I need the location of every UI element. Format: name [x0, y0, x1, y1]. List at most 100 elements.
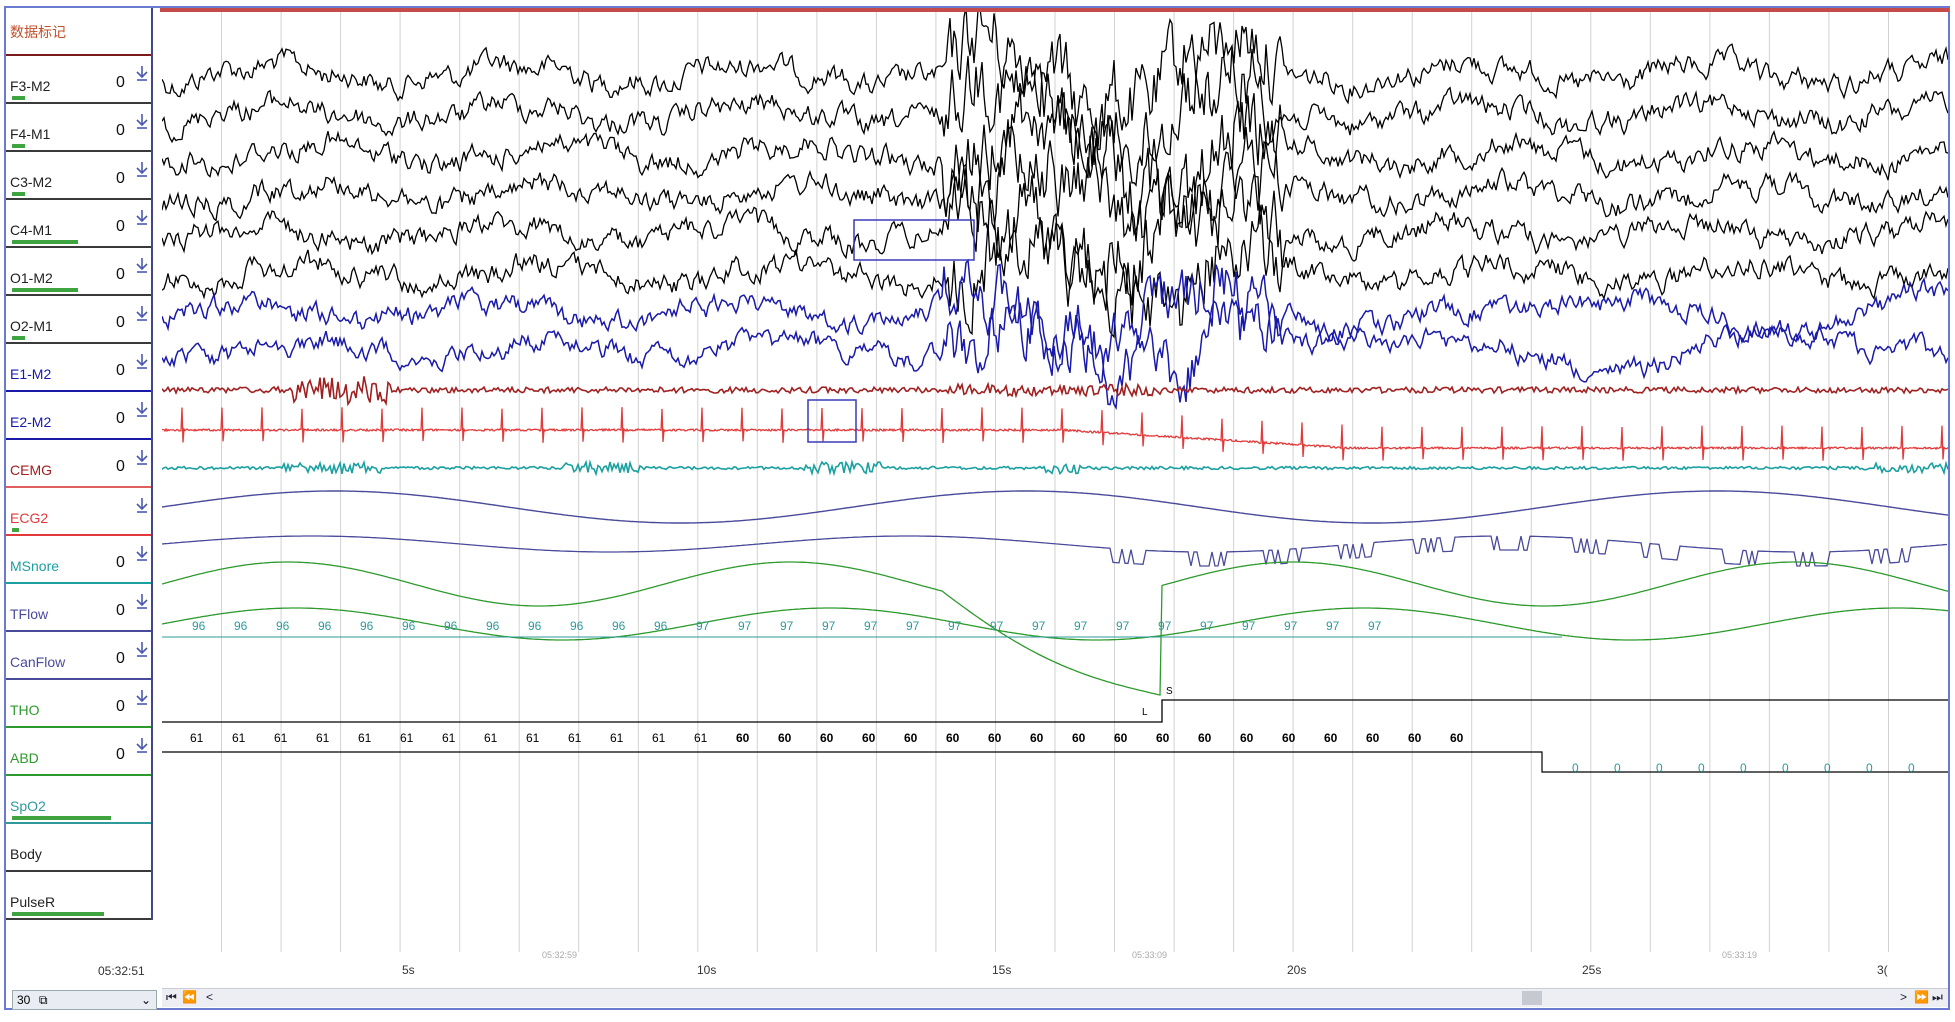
channel-settings-icon[interactable] — [134, 736, 150, 756]
channel-settings-icon[interactable] — [134, 112, 150, 132]
channel-gain-value: 0 — [116, 746, 125, 763]
pulse-zero-label: 0 — [1614, 761, 1621, 775]
channel-level-bar — [12, 144, 25, 148]
eeg-trace — [162, 125, 1948, 247]
spo2-value-label: 97 — [1074, 619, 1088, 633]
channel-row[interactable]: E1-M2 0 — [6, 344, 153, 392]
spo2-value-label: 96 — [360, 619, 374, 633]
pulse-value-label: 61 — [652, 731, 666, 745]
axis-tick-label: 20s — [1287, 963, 1306, 977]
channel-level-bar — [12, 240, 78, 244]
channel-row[interactable]: ABD 0 — [6, 728, 153, 776]
emg-trace — [162, 376, 1948, 407]
channel-row[interactable]: C4-M1 0 — [6, 200, 153, 248]
pulse-value-label: 61 — [232, 731, 246, 745]
channel-settings-icon[interactable] — [134, 496, 150, 516]
channel-row[interactable]: CanFlow 0 — [6, 632, 153, 680]
channel-row[interactable]: ECG2 — [6, 488, 153, 536]
waveform-canvas[interactable]: 96 96 96 96 96 96 96 96 96 96 96 96 97 97 97 97 97 97 97 97… — [162, 12, 1948, 988]
channel-row[interactable]: C3-M2 0 — [6, 152, 153, 200]
channel-row[interactable]: Body — [6, 824, 153, 872]
channel-settings-icon[interactable] — [134, 208, 150, 228]
channel-settings-icon[interactable] — [134, 400, 150, 420]
channel-row[interactable]: PulseR — [6, 872, 153, 920]
channel-name: TFlow — [10, 606, 49, 622]
channel-name: E2-M2 — [10, 414, 52, 430]
channel-level-bar — [12, 336, 25, 340]
channel-row[interactable]: F3-M2 0 — [6, 56, 153, 104]
channel-settings-icon[interactable] — [134, 688, 150, 708]
channel-settings-icon[interactable] — [134, 64, 150, 84]
pulse-value-label: 60 — [736, 731, 750, 745]
spo2-value-label: 96 — [234, 619, 248, 633]
channel-settings-icon[interactable] — [134, 544, 150, 564]
spo2-value-label: 96 — [486, 619, 500, 633]
pulse-value-label: 60 — [862, 731, 876, 745]
pulse-zero-label: 0 — [1740, 761, 1747, 775]
channel-settings-icon[interactable] — [134, 640, 150, 660]
channel-row[interactable]: CEMG 0 — [6, 440, 153, 488]
row-divider — [6, 678, 151, 680]
scrollbar-thumb[interactable] — [1522, 991, 1542, 1005]
zoom-select[interactable]: 30 ⧉ ⌄ — [12, 990, 157, 1010]
channel-row[interactable]: F4-M1 0 — [6, 104, 153, 152]
chevron-down-icon[interactable]: ⌄ — [141, 993, 152, 1007]
eeg-trace — [162, 12, 1948, 151]
channel-name: ECG2 — [10, 510, 49, 526]
channel-name: CanFlow — [10, 654, 66, 670]
channel-settings-icon[interactable] — [134, 256, 150, 276]
scroll-right-icon[interactable]: > — [1900, 990, 1908, 1004]
row-divider — [6, 294, 151, 296]
last-page-icon[interactable]: ⏭ — [1932, 990, 1943, 1004]
spo2-value-label: 97 — [1116, 619, 1130, 633]
channel-gain-value: 0 — [116, 554, 125, 571]
channel-level-bar — [12, 528, 19, 532]
zoom-reset-icon[interactable]: ⧉ — [39, 993, 48, 1007]
channel-name: C4-M1 — [10, 222, 53, 238]
spo2-value-label: 97 — [990, 619, 1004, 633]
time-mark-label: 05:33:19 — [1722, 950, 1757, 960]
channel-settings-icon[interactable] — [134, 304, 150, 324]
prev-page-icon[interactable]: ⏪ — [182, 990, 197, 1004]
channel-row[interactable]: SpO2 — [6, 776, 153, 824]
row-divider — [6, 246, 151, 248]
channel-name: E1-M2 — [10, 366, 52, 382]
channel-settings-icon[interactable] — [134, 448, 150, 468]
channel-settings-icon[interactable] — [134, 352, 150, 372]
app-window — [4, 6, 1950, 1010]
pulse-value-label: 60 — [820, 731, 834, 745]
axis-tick-label: 25s — [1582, 963, 1601, 977]
data-marker-header[interactable]: 数据标记 — [6, 8, 153, 56]
channel-level-bar — [12, 816, 111, 820]
next-page-icon[interactable]: ⏩ — [1914, 990, 1929, 1004]
channel-row[interactable]: O1-M2 0 — [6, 248, 153, 296]
channel-name: CEMG — [10, 462, 52, 478]
event-marker-box — [807, 399, 857, 443]
first-page-icon[interactable]: ⏮ — [166, 990, 177, 1004]
channel-row[interactable]: MSnore 0 — [6, 536, 153, 584]
channel-name: PulseR — [10, 894, 56, 910]
channel-settings-icon[interactable] — [134, 160, 150, 180]
channel-settings-icon[interactable] — [134, 592, 150, 612]
event-marker-box — [853, 219, 975, 261]
channel-row[interactable]: O2-M1 0 — [6, 296, 153, 344]
header-divider — [6, 54, 151, 56]
time-mark-label: 05:33:09 — [1132, 950, 1167, 960]
pulse-value-label: 60 — [988, 731, 1002, 745]
pulse-value-label: 60 — [1198, 731, 1212, 745]
spo2-value-label: 97 — [948, 619, 962, 633]
channel-row[interactable]: E2-M2 0 — [6, 392, 153, 440]
spo2-value-label: 96 — [276, 619, 290, 633]
channel-gain-value: 0 — [116, 266, 125, 283]
pulse-value-label: 60 — [1408, 731, 1422, 745]
pulse-zero-label: 0 — [1908, 761, 1915, 775]
channel-row[interactable]: THO 0 — [6, 680, 153, 728]
scroll-left-icon[interactable]: < — [206, 990, 214, 1004]
spo2-value-label: 97 — [864, 619, 878, 633]
channel-row[interactable]: TFlow 0 — [6, 584, 153, 632]
channel-gain-value: 0 — [116, 362, 125, 379]
channel-gain-value: 0 — [116, 122, 125, 139]
pulse-value-label: 60 — [1450, 731, 1464, 745]
pulse-value-label: 60 — [1282, 731, 1296, 745]
timeline-scrollbar[interactable]: ⏮ ⏪ < > ⏩ ⏭ — [162, 988, 1948, 1007]
